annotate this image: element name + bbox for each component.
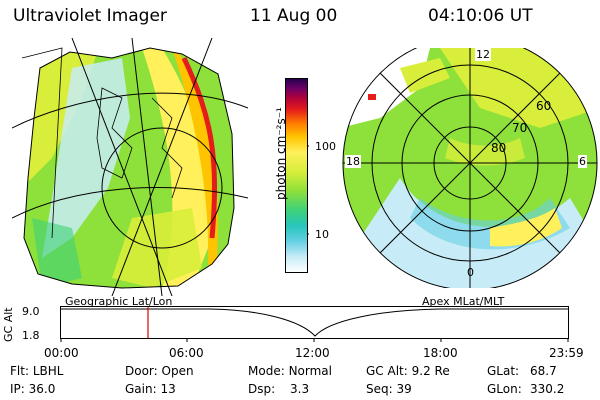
- mode-field: Mode: Normal: [248, 364, 332, 378]
- polar-lat-70: 70: [512, 121, 528, 135]
- seq-label: Seq:: [366, 382, 393, 396]
- gcalt-field: GC Alt: 9.2 Re: [366, 364, 450, 378]
- strip-ytick-1-8: 1.8: [22, 329, 40, 342]
- strip-xtick-0600: 06:00: [169, 346, 204, 360]
- polar-mlt-6: 6: [578, 155, 587, 168]
- geographic-image: [12, 38, 248, 296]
- strip-ylabel: GC Alt: [2, 307, 15, 342]
- mode-label: Mode:: [248, 364, 285, 378]
- seq-value: 39: [396, 382, 412, 396]
- polar-lat-80: 80: [491, 141, 507, 155]
- polar-mlt-0: 0: [467, 266, 474, 279]
- header-time: 04:10:06 UT: [428, 6, 533, 26]
- left-map-label: Geographic Lat/Lon: [65, 295, 173, 308]
- flt-field: Flt: LBHL: [10, 364, 63, 378]
- gain-field: Gain: 13: [125, 382, 176, 396]
- ip-label: IP:: [10, 382, 25, 396]
- altitude-strip: [60, 306, 569, 342]
- instrument-title: Ultraviolet Imager: [13, 6, 167, 26]
- door-label: Door:: [125, 364, 158, 378]
- glat-value: 68.7: [530, 364, 557, 378]
- gain-value: 13: [160, 382, 176, 396]
- strip-xtick-0000: 00:00: [44, 346, 79, 360]
- strip-xtick-1800: 18:00: [423, 346, 458, 360]
- gain-label: Gain:: [125, 382, 157, 396]
- polar-plot: [342, 48, 598, 288]
- header-date: 11 Aug 00: [250, 6, 338, 26]
- flt-value: LBHL: [32, 364, 64, 378]
- polar-mlt-12: 12: [475, 48, 491, 61]
- ip-value: 36.0: [28, 382, 56, 396]
- gcalt-label: GC Alt:: [366, 364, 408, 378]
- dsp-value: 3.3: [290, 382, 310, 396]
- glon-label: GLon:: [487, 382, 522, 396]
- colorbar-unit-label: photon cm⁻²s⁻¹: [274, 107, 288, 200]
- glon-value: 330.2: [530, 382, 565, 396]
- right-map-label: Apex MLat/MLT: [422, 295, 505, 308]
- colorbar-tick-100: 100: [315, 140, 336, 153]
- strip-xtick-2359: 23:59: [549, 346, 584, 360]
- polar-lat-60: 60: [536, 99, 552, 113]
- strip-xtick-1200: 12:00: [295, 346, 330, 360]
- door-value: Open: [161, 364, 194, 378]
- glat-label: GLat:: [487, 364, 520, 378]
- flt-label: Flt:: [10, 364, 29, 378]
- strip-ytick-9: 9.0: [22, 305, 40, 318]
- dsp-label: Dsp:: [248, 382, 276, 396]
- colorbar: [285, 78, 309, 273]
- seq-field: Seq: 39: [366, 382, 412, 396]
- colorbar-tick-10: 10: [315, 228, 329, 241]
- polar-mlt-18: 18: [345, 155, 361, 168]
- ip-field: IP: 36.0: [10, 382, 55, 396]
- gcalt-value: 9.2 Re: [411, 364, 450, 378]
- door-field: Door: Open: [125, 364, 194, 378]
- mode-value: Normal: [288, 364, 332, 378]
